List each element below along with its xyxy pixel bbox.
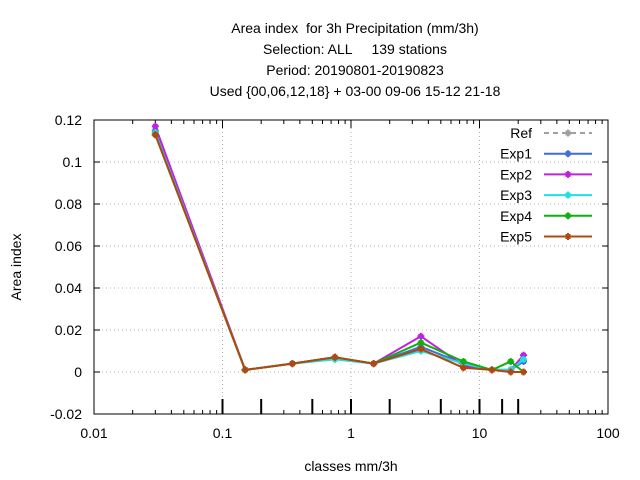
legend-entry: Exp4 (500, 208, 592, 224)
y-tick-label: 0.04 (55, 280, 82, 296)
series-line (154, 132, 525, 371)
data-point (152, 123, 158, 129)
legend-label: Exp4 (500, 208, 532, 224)
data-point (418, 333, 424, 339)
title-line-4: Used {00,06,12,18} + 03-00 09-06 15-12 2… (209, 83, 501, 99)
title-line-2: Selection: ALL 139 stations (263, 41, 447, 57)
data-point (152, 132, 158, 138)
y-tick-label: 0 (74, 364, 82, 380)
legend-label: Exp3 (500, 187, 532, 203)
y-tick-label: 0.12 (55, 112, 82, 128)
data-point (521, 352, 527, 358)
data-point (565, 151, 571, 157)
data-point (242, 367, 248, 373)
data-point (332, 354, 338, 360)
legend-entry: Ref (510, 125, 592, 141)
legend-entry: Exp1 (500, 146, 592, 162)
data-point (489, 367, 495, 373)
data-point (418, 340, 424, 346)
series-line (154, 130, 525, 371)
series-exp1 (151, 127, 528, 374)
data-point (508, 369, 514, 375)
x-tick-label: 0.1 (213, 425, 233, 441)
y-tick-label: 0.08 (55, 196, 82, 212)
title-line-1: Area index for 3h Precipitation (mm/3h) (231, 20, 479, 36)
series-exp5 (151, 131, 528, 376)
series-exp3 (151, 129, 528, 374)
x-tick-label: 100 (596, 425, 620, 441)
data-point (371, 361, 377, 367)
data-point (289, 361, 295, 367)
x-axis-label: classes mm/3h (304, 458, 397, 474)
series-layer (151, 122, 528, 376)
axes: -0.02 0 0.02 0.04 0.06 0.08 0.1 0.12 0.01 0.1 1 10 1… (50, 112, 620, 441)
legend-label: Exp5 (500, 229, 532, 245)
legend-entry: Exp3 (500, 187, 592, 203)
data-point (460, 365, 466, 371)
y-tick-label: 0.1 (63, 154, 83, 170)
series-line (154, 134, 524, 373)
y-tick-label: 0.06 (55, 238, 82, 254)
data-point (565, 130, 571, 136)
data-point (565, 192, 571, 198)
data-point (565, 171, 571, 177)
grid (94, 120, 608, 414)
legend: Ref Exp1 Exp2 Exp3 Exp4 Exp5 (500, 125, 592, 245)
y-tick-label: -0.02 (50, 406, 82, 422)
x-tick-label: 10 (472, 425, 488, 441)
data-point (521, 369, 527, 375)
series-exp2 (151, 122, 528, 374)
title-line-3: Period: 20190801-20190823 (266, 62, 444, 78)
y-axis-label: Area index (8, 234, 24, 301)
legend-entry: Exp5 (500, 229, 592, 245)
data-point (521, 356, 527, 362)
data-point (565, 213, 571, 219)
series-line (154, 134, 525, 373)
x-tick-label: 0.01 (80, 425, 107, 441)
x-tick-label: 1 (347, 425, 355, 441)
data-point (565, 234, 571, 239)
legend-label: Exp1 (500, 146, 532, 162)
legend-entry: Exp2 (500, 166, 592, 182)
legend-label: Ref (510, 125, 532, 141)
legend-label: Exp2 (500, 166, 532, 182)
y-tick-label: 0.02 (55, 322, 82, 338)
series-line (154, 125, 525, 371)
data-point (460, 359, 466, 364)
series-exp4 (151, 131, 528, 376)
data-point (418, 346, 424, 352)
data-point (508, 359, 514, 364)
